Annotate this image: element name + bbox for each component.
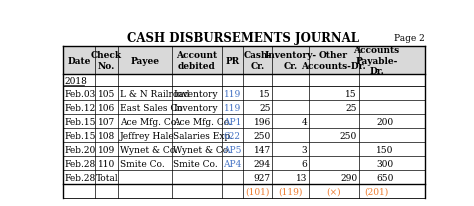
Text: Feb.28: Feb.28 [64,159,96,168]
Text: 13: 13 [296,173,307,182]
Text: Payee: Payee [130,56,160,65]
Text: Inventory: Inventory [173,103,218,112]
Text: (101): (101) [246,187,270,196]
Text: (×): (×) [326,187,341,196]
Text: 108: 108 [98,131,115,140]
Text: Check
No.: Check No. [91,51,122,70]
Text: Ace Mfg. Co.: Ace Mfg. Co. [120,117,179,126]
Text: Total: Total [96,173,119,182]
Text: 196: 196 [254,117,271,126]
Text: PR: PR [225,56,239,65]
Text: Cash-
Cr.: Cash- Cr. [244,51,272,70]
Text: 110: 110 [98,159,115,168]
Text: 25: 25 [346,103,357,112]
Text: 2018: 2018 [64,76,87,85]
Text: CASH DISBURSEMENTS JOURNAL: CASH DISBURSEMENTS JOURNAL [127,32,359,45]
Text: 106: 106 [98,103,115,112]
Text: AP1: AP1 [223,117,241,126]
Text: Wynet & Co.: Wynet & Co. [120,145,178,154]
Text: Inventory-
Cr.: Inventory- Cr. [264,51,317,70]
Text: 927: 927 [254,173,271,182]
Text: 107: 107 [98,117,115,126]
Text: 622: 622 [224,131,241,140]
Text: 109: 109 [98,145,115,154]
Text: 25: 25 [259,103,271,112]
Text: 3: 3 [301,145,307,154]
Text: Jeffrey Hale: Jeffrey Hale [120,131,174,140]
Text: Other
Accounts-Dr.: Other Accounts-Dr. [301,51,366,70]
Text: Feb.03: Feb.03 [64,89,96,98]
Text: 6: 6 [301,159,307,168]
Text: 15: 15 [346,89,357,98]
Text: Salaries Exp.: Salaries Exp. [173,131,233,140]
Text: Feb.15: Feb.15 [64,131,96,140]
Text: Ace Mfg. Co.: Ace Mfg. Co. [173,117,232,126]
Text: Feb.12: Feb.12 [64,103,96,112]
Text: 119: 119 [224,103,241,112]
Text: Inventory: Inventory [173,89,218,98]
Text: (201): (201) [365,187,389,196]
Text: Smite Co.: Smite Co. [120,159,164,168]
Text: Account
debited: Account debited [176,51,218,70]
Text: 250: 250 [254,131,271,140]
Text: Date: Date [67,56,91,65]
Text: (119): (119) [278,187,303,196]
Text: 105: 105 [98,89,115,98]
Text: 290: 290 [340,173,357,182]
Text: Feb.20: Feb.20 [64,145,96,154]
Text: 294: 294 [254,159,271,168]
FancyBboxPatch shape [63,47,425,75]
Text: 119: 119 [224,89,241,98]
Text: 300: 300 [376,159,393,168]
Text: 200: 200 [376,117,393,126]
Text: 250: 250 [340,131,357,140]
Text: Wynet & Co.: Wynet & Co. [173,145,231,154]
Text: East Sales Co: East Sales Co [120,103,182,112]
Text: 15: 15 [259,89,271,98]
Text: AP4: AP4 [223,159,241,168]
Text: 650: 650 [376,173,393,182]
Text: Feb.15: Feb.15 [64,117,96,126]
Text: Accounts
Payable-
Dr.: Accounts Payable- Dr. [354,46,400,76]
Text: Smite Co.: Smite Co. [173,159,218,168]
Text: AP5: AP5 [223,145,242,154]
Text: Feb.28: Feb.28 [64,173,96,182]
Text: 4: 4 [301,117,307,126]
Text: 147: 147 [254,145,271,154]
Text: 150: 150 [376,145,393,154]
Text: L & N Railroad: L & N Railroad [120,89,189,98]
Text: Page 2: Page 2 [394,34,425,43]
